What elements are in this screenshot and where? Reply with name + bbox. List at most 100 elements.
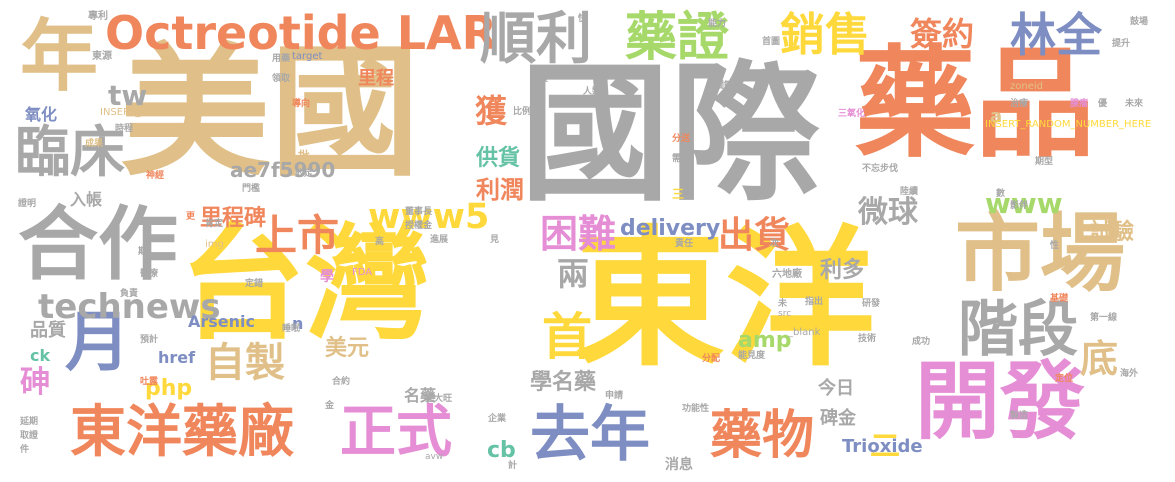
word: 上市 (255, 211, 340, 260)
word: 高 (375, 237, 385, 247)
word: 約定 (295, 169, 314, 179)
word: 基礎 (1050, 294, 1069, 304)
word: Octreotide LAR (105, 6, 498, 60)
word: 藥品 (855, 35, 1095, 174)
word: 能力 (708, 19, 727, 29)
word: 證明 (18, 199, 37, 209)
word: 領取 (272, 74, 291, 84)
word: 利潤 (476, 176, 524, 204)
word: 臨床 (15, 120, 126, 184)
word: 碑金 (820, 408, 856, 429)
word: cb (487, 438, 516, 463)
word: img (205, 239, 224, 250)
word: 治療 (1010, 99, 1029, 109)
word: 氧化 (25, 105, 58, 124)
word: 林全 (1010, 8, 1102, 62)
word: 利多 (820, 258, 865, 283)
word: 微球 (858, 195, 918, 230)
word: 困難 (540, 212, 617, 256)
word: 需求 (672, 154, 691, 164)
word: 步伐 (880, 164, 899, 174)
word: 藥物 (710, 406, 815, 466)
word: href (158, 348, 196, 367)
word: 開發 (915, 353, 1086, 452)
word: 砷 (20, 365, 50, 400)
word: 學名藥 (530, 370, 597, 395)
word: 肯定 (205, 219, 224, 229)
word: 品質 (30, 320, 66, 341)
word: 分配 (702, 354, 721, 364)
word: technews (38, 287, 221, 327)
word: 東洋 (575, 213, 876, 387)
word: 三氧化 (838, 109, 866, 119)
word: 董事長 (405, 207, 433, 217)
word: delivery (620, 216, 721, 241)
word: 能見度 (738, 351, 766, 361)
word: 入帳 (70, 190, 103, 209)
word: 神經 (146, 171, 165, 181)
word: 兩 (557, 255, 590, 293)
word: 國際 (520, 48, 821, 222)
word: 影伴 (1010, 201, 1029, 211)
word: 見 (490, 235, 500, 245)
word: 功能性 (682, 404, 710, 414)
word: 門檻 (242, 184, 261, 194)
word: 性 (1050, 241, 1060, 251)
word: 用藥 (272, 54, 291, 64)
word: 里程 (358, 68, 394, 89)
word: 快 (578, 14, 588, 24)
word: target (292, 51, 323, 62)
word: 技術 (858, 334, 877, 344)
word: 定錯 (245, 279, 264, 289)
word: 消息 (665, 457, 693, 473)
word: 研發 (862, 299, 881, 309)
word: 期型 (1035, 157, 1054, 167)
word: 時程 (115, 124, 134, 134)
word: 授權金 (405, 221, 433, 231)
word: 提升 (1112, 39, 1131, 49)
word: 銷售 (780, 8, 871, 61)
word: 台灣 (180, 212, 430, 357)
word: 更 (186, 212, 196, 222)
word: 東源 (92, 51, 112, 62)
word: n (292, 314, 304, 333)
word: 製造 (1010, 411, 1029, 421)
word: 今日 (818, 378, 854, 399)
word: 首圖 (762, 37, 781, 47)
word: 美國 (120, 30, 421, 196)
word: 美元 (325, 336, 370, 361)
word: 年 (20, 12, 99, 102)
word: 自製 (205, 340, 285, 386)
word: 合作 (18, 198, 178, 291)
word: ae7f5990 (230, 158, 336, 182)
word: 三 (672, 187, 685, 201)
word: 去年 (530, 400, 650, 470)
word: 試驗 (1090, 220, 1135, 245)
word: src (778, 309, 792, 319)
word: 件 (20, 445, 30, 455)
word: www (985, 187, 1063, 220)
word: 專利 (88, 11, 108, 22)
word: 藥證 (625, 8, 730, 68)
word: php (145, 376, 193, 401)
word: 鼓場 (1130, 17, 1149, 27)
word: 關鍵 (715, 81, 734, 91)
word: 首 (542, 308, 592, 366)
word: 負責 (120, 289, 139, 299)
word: 醫療 (140, 269, 159, 279)
word: 供貨 (476, 146, 521, 171)
word: ck (30, 346, 51, 365)
word: 延期 (20, 417, 39, 427)
word: 陸續 (900, 187, 919, 197)
word: 比例 (513, 107, 532, 117)
word: 不忘 (862, 164, 881, 174)
word: 睡眠 (282, 324, 301, 334)
word: Trioxide (842, 436, 923, 457)
word: 責任 (675, 239, 694, 249)
word: 底 (1080, 337, 1119, 381)
word: 吐露 (140, 377, 159, 387)
word: 未 (778, 299, 788, 309)
word: 未來 (1125, 99, 1144, 109)
word: 優 (1098, 99, 1108, 109)
